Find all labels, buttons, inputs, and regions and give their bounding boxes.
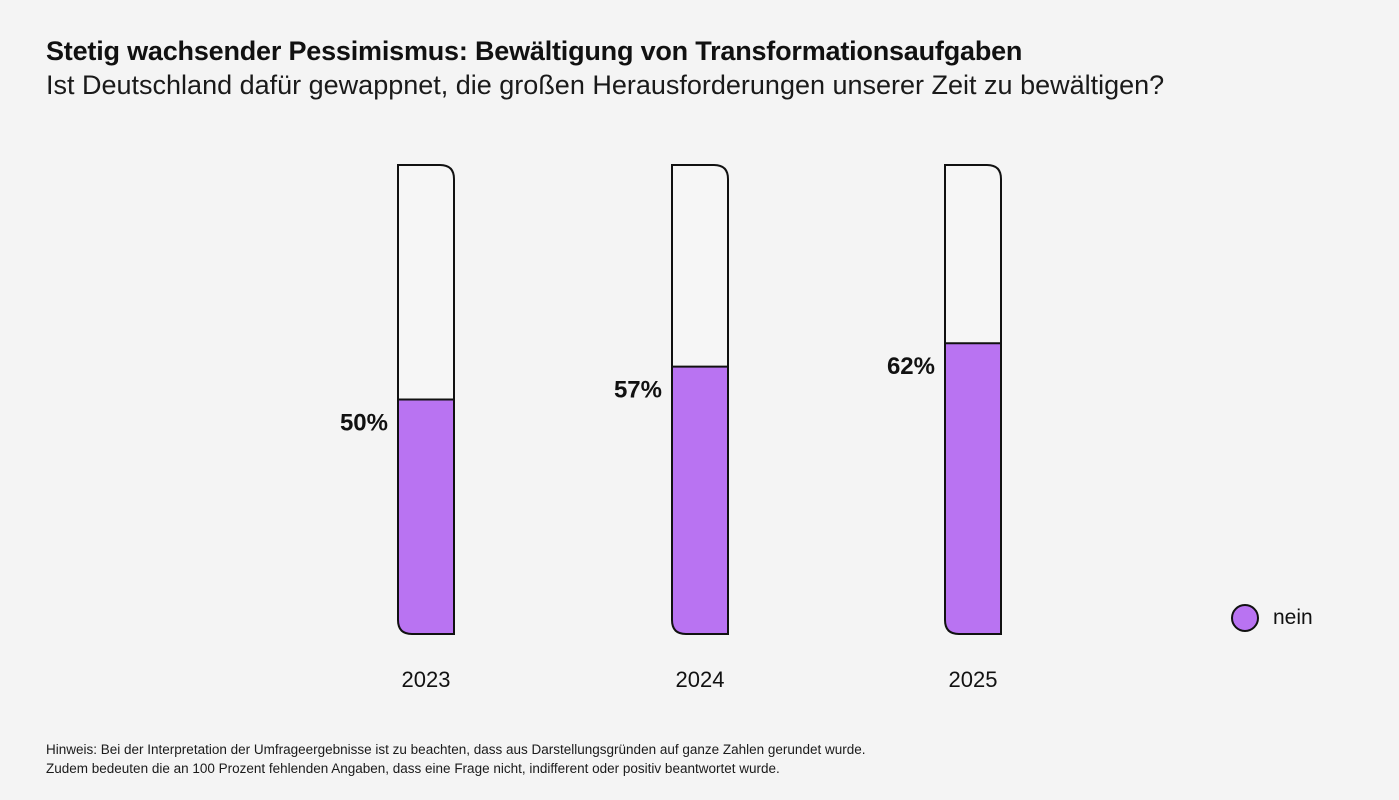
bar-2025 <box>945 343 1001 634</box>
footnote: Hinweis: Bei der Interpretation der Umfr… <box>46 740 865 778</box>
legend-swatch-nein <box>1231 604 1259 632</box>
footnote-line-2: Zudem bedeuten die an 100 Prozent fehlen… <box>46 761 780 776</box>
bar-2024 <box>672 366 728 634</box>
chart-title: Stetig wachsender Pessimismus: Bewältigu… <box>46 36 1023 66</box>
bar-outline-2023 <box>397 164 455 635</box>
bar-2023 <box>398 399 454 634</box>
footnote-line-1: Hinweis: Bei der Interpretation der Umfr… <box>46 742 866 757</box>
data-label-2023: 50% <box>340 410 388 437</box>
x-tick-label-2023: 2023 <box>402 667 451 692</box>
x-tick-label-2025: 2025 <box>949 667 998 692</box>
bar-outline-2025 <box>944 164 1002 635</box>
legend: nein <box>1231 604 1313 632</box>
data-label-2025: 62% <box>887 353 935 380</box>
data-label-2024: 57% <box>614 377 662 404</box>
chart-subtitle: Ist Deutschland dafür gewappnet, die gro… <box>46 70 1165 100</box>
x-tick-label-2024: 2024 <box>676 667 725 692</box>
bar-outline-2024 <box>671 164 729 635</box>
legend-label-nein: nein <box>1273 606 1313 629</box>
